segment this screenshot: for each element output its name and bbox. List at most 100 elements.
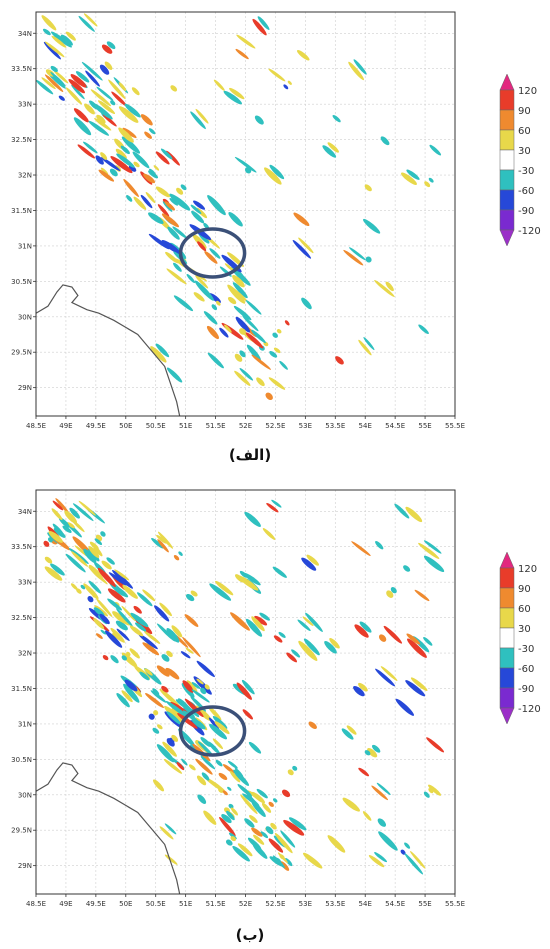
field-streak <box>403 565 411 572</box>
field-streak <box>206 325 219 340</box>
field-streak <box>375 540 384 550</box>
field-streak <box>118 127 134 143</box>
lon-tick-label: 53.5E <box>325 422 345 430</box>
field-streak <box>139 671 150 681</box>
colorbar-segment <box>499 169 515 191</box>
field-streak <box>190 204 202 214</box>
field-streak <box>129 648 140 659</box>
field-streak <box>209 583 232 601</box>
field-streak <box>60 34 73 46</box>
map-panel-a: 34N 33.5N 33N 32.5N 32N 31.5N 31N 30.5N 30N 29.5N… <box>0 0 550 470</box>
field-streak <box>227 786 232 791</box>
lon-tick-label: 55.5E <box>445 422 465 430</box>
lon-tick-label: 52.5E <box>265 422 285 430</box>
field-streak <box>394 503 410 519</box>
lon-tick-label: 52E <box>239 900 252 908</box>
field-streak <box>374 852 388 863</box>
field-streak <box>240 794 258 815</box>
field-streak <box>100 629 107 635</box>
field-streak <box>200 736 211 747</box>
field-streak <box>386 590 394 598</box>
field-streak <box>253 834 265 845</box>
field-streak <box>182 710 200 724</box>
field-streak <box>148 128 156 135</box>
field-streak <box>186 273 196 284</box>
field-streak <box>224 263 235 272</box>
lon-tick-label: 48.5E <box>26 900 46 908</box>
lon-tick-label: 53.5E <box>325 900 345 908</box>
field-streak <box>358 767 370 777</box>
field-streak <box>161 213 180 228</box>
colorbar-segment <box>499 667 515 689</box>
field-streak <box>144 131 153 139</box>
field-streak <box>120 145 130 155</box>
field-streak <box>126 195 133 202</box>
field-streak <box>201 772 210 781</box>
field-streak <box>390 587 397 594</box>
field-streak <box>233 305 252 321</box>
field-streak <box>221 814 232 824</box>
highlight-circle <box>178 705 247 757</box>
field-streak <box>215 580 234 596</box>
field-streak <box>161 239 181 254</box>
field-streak <box>85 70 100 87</box>
map-figure-a: 34N 33.5N 33N 32.5N 32N 31.5N 31N 30.5N 30N 29.5N… <box>11 11 541 430</box>
field-streak <box>288 817 307 831</box>
field-streak <box>428 784 442 796</box>
field-streak <box>264 167 282 185</box>
colorbar-label: 120 <box>518 564 537 575</box>
field-streak <box>96 114 106 124</box>
field-streak <box>130 612 149 628</box>
field-streak <box>195 275 209 289</box>
field-streak <box>423 791 430 798</box>
field-streak <box>112 611 127 624</box>
field-streak <box>88 545 100 558</box>
field-streak <box>110 156 133 174</box>
field-streak <box>123 178 139 197</box>
field-streak <box>157 531 174 549</box>
lon-tick-label: 51.5E <box>206 422 226 430</box>
field-streak <box>222 764 235 774</box>
field-streak <box>161 685 169 693</box>
field-streak <box>292 239 312 259</box>
field-streak <box>405 506 423 523</box>
field-streak <box>302 616 314 627</box>
field-streak <box>197 241 207 252</box>
field-streak <box>203 810 217 825</box>
field-streak <box>190 590 198 597</box>
field-streak <box>80 584 86 590</box>
field-streak <box>256 788 268 799</box>
field-streak <box>185 647 194 654</box>
field-streak <box>102 114 117 127</box>
field-streak <box>133 161 140 168</box>
field-streak <box>173 262 182 272</box>
field-streak <box>122 127 137 139</box>
colorbar-segment <box>499 687 515 709</box>
field-streak <box>272 332 278 338</box>
field-streak <box>52 500 64 511</box>
field-streak <box>303 638 320 656</box>
lon-tick-label: 53E <box>299 900 312 908</box>
field-streak <box>159 602 172 617</box>
field-streak <box>58 95 65 101</box>
colorbar-label: -120 <box>518 226 541 237</box>
colorbar-segment <box>499 189 515 211</box>
field-streak <box>297 619 311 631</box>
field-streak <box>377 818 387 827</box>
field-streak <box>157 724 163 730</box>
field-streak <box>242 793 260 807</box>
field-streak <box>81 61 103 81</box>
field-streak <box>278 631 286 638</box>
field-streak <box>78 500 96 516</box>
field-streak <box>161 654 170 662</box>
field-streak <box>354 624 369 638</box>
colorbar-segment <box>499 607 515 629</box>
field-streak <box>99 613 110 625</box>
map-figure-b: 34N 33.5N 33N 32.5N 32N 31.5N 31N 30.5N 30N 29.5N… <box>11 489 541 908</box>
field-streak <box>234 370 251 386</box>
field-streak <box>163 758 183 774</box>
colorbar-segment <box>499 587 515 609</box>
field-streak <box>230 612 250 631</box>
field-streak <box>375 668 396 687</box>
field-streak <box>67 522 75 529</box>
